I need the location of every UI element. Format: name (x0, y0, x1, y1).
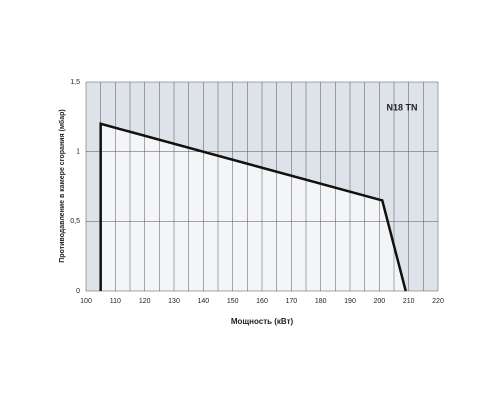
area-fill (100, 123, 406, 291)
x-tick-label: 140 (197, 298, 209, 305)
y-tick-label: 1 (76, 149, 80, 156)
x-tick-label: 110 (110, 298, 121, 305)
y-axis-label: Противодавление в камере сгорания (мбар) (58, 109, 66, 263)
area-outline (99, 122, 407, 292)
y-tick-label: 0 (76, 288, 80, 295)
x-axis-label: Мощность (кВт) (231, 317, 294, 326)
y-tick-label: 0,5 (70, 218, 80, 225)
x-tick-label: 170 (285, 298, 297, 305)
x-tick-label: 190 (344, 298, 356, 305)
plot-area (85, 81, 439, 292)
x-tick-label: 160 (256, 298, 268, 305)
x-tick-label: 210 (403, 298, 415, 305)
annotation: N18 TN (386, 102, 417, 112)
x-tick-label: 150 (227, 298, 239, 305)
x-tick-label: 100 (80, 298, 92, 305)
x-tick-label: 180 (315, 298, 327, 305)
x-tick-label: 220 (432, 298, 444, 305)
x-tick-label: 200 (373, 298, 385, 305)
y-tick-label: 1,5 (70, 79, 80, 86)
x-tick-label: 120 (139, 298, 151, 305)
x-tick-label: 130 (168, 298, 180, 305)
